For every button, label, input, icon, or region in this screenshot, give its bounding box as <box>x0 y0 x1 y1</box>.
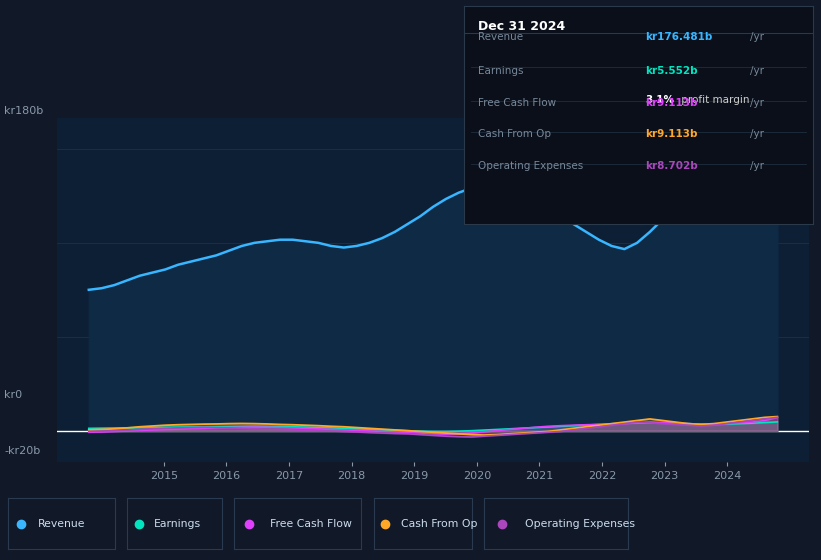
Text: Revenue: Revenue <box>478 32 523 42</box>
Text: kr5.552b: kr5.552b <box>645 66 698 76</box>
Text: kr176.481b: kr176.481b <box>645 32 713 42</box>
Text: kr9.113b: kr9.113b <box>645 129 698 139</box>
Text: -kr20b: -kr20b <box>4 446 40 456</box>
Text: kr0: kr0 <box>4 390 22 400</box>
Text: profit margin: profit margin <box>678 95 750 105</box>
Text: /yr: /yr <box>750 32 764 42</box>
Text: Free Cash Flow: Free Cash Flow <box>478 98 556 108</box>
Text: /yr: /yr <box>750 161 764 171</box>
Text: kr9.113b: kr9.113b <box>645 98 698 108</box>
Text: 3.1%: 3.1% <box>645 95 674 105</box>
Text: Dec 31 2024: Dec 31 2024 <box>478 20 565 33</box>
Text: Revenue: Revenue <box>38 519 85 529</box>
Text: kr180b: kr180b <box>4 106 44 116</box>
Text: /yr: /yr <box>750 129 764 139</box>
Text: Cash From Op: Cash From Op <box>478 129 551 139</box>
Text: Cash From Op: Cash From Op <box>401 519 478 529</box>
Text: /yr: /yr <box>750 66 764 76</box>
Text: kr8.702b: kr8.702b <box>645 161 698 171</box>
Text: /yr: /yr <box>750 98 764 108</box>
Text: Earnings: Earnings <box>478 66 523 76</box>
Text: Earnings: Earnings <box>154 519 201 529</box>
Text: Free Cash Flow: Free Cash Flow <box>269 519 351 529</box>
Text: Operating Expenses: Operating Expenses <box>478 161 583 171</box>
Text: Operating Expenses: Operating Expenses <box>525 519 635 529</box>
